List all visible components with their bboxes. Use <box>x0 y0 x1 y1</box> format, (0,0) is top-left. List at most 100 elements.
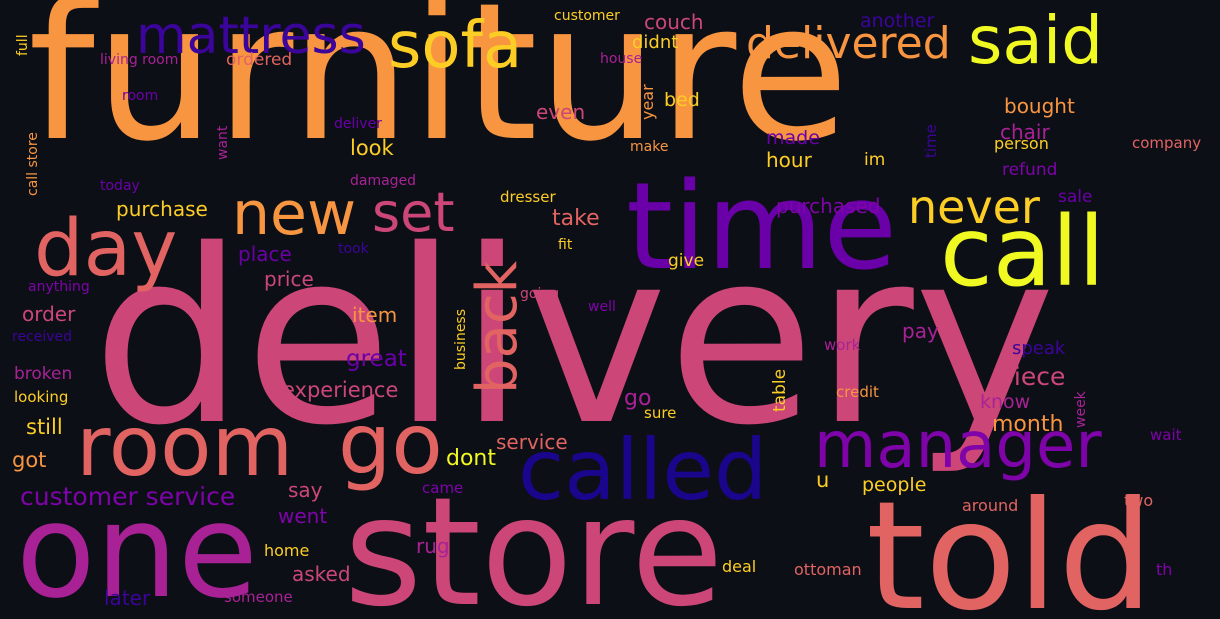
word-rug: rug <box>416 534 450 558</box>
word-wait: wait <box>1150 426 1182 444</box>
word-take: take <box>552 206 600 231</box>
word-call-store: call store <box>25 132 41 196</box>
word-went: went <box>278 504 328 528</box>
word-piece: piece <box>998 362 1066 391</box>
word-table: table <box>770 368 790 412</box>
word-deal: deal <box>722 557 757 576</box>
word-made: made <box>766 127 820 149</box>
word-going: going <box>520 286 560 302</box>
word-order: order <box>22 302 76 326</box>
word-delivered: delivered <box>746 18 951 69</box>
word-place: place <box>238 242 292 266</box>
word-room: room <box>76 397 294 495</box>
word-time: time <box>626 158 898 297</box>
word-business: business <box>453 308 469 370</box>
word-know: know <box>980 391 1031 413</box>
word-ordered: ordered <box>226 50 293 70</box>
word-two: two <box>1124 491 1154 510</box>
word-still: still <box>26 415 63 439</box>
word-month: month <box>992 412 1064 437</box>
word-deliver: deliver <box>334 116 382 132</box>
word-someone: someone <box>224 588 293 606</box>
word-received: received <box>12 329 73 345</box>
word-home: home <box>264 541 310 560</box>
word-chair: chair <box>1000 120 1050 144</box>
word-around: around <box>962 496 1019 515</box>
word-sale: sale <box>1058 187 1093 207</box>
word-u: u <box>816 468 830 492</box>
word-want: want <box>215 125 231 160</box>
word-experience: experience <box>282 378 399 402</box>
word-mattress: mattress <box>136 6 366 66</box>
word-sure: sure <box>644 404 677 422</box>
word-anything: anything <box>28 279 90 295</box>
word-delivery: delivery <box>92 198 1056 478</box>
word-day: day <box>34 204 178 294</box>
word-damaged: damaged <box>350 173 417 189</box>
word-im: im <box>864 150 886 170</box>
word-price: price <box>264 267 314 291</box>
word-ottoman: ottoman <box>794 560 862 579</box>
word-told: told <box>866 470 1154 619</box>
word-credit: credit <box>836 383 879 401</box>
word-hour: hour <box>766 148 812 172</box>
word-store: store <box>344 466 724 619</box>
word-time-small: time <box>922 124 940 158</box>
word-well: well <box>588 299 616 315</box>
word-another: another <box>860 10 935 32</box>
word-never: never <box>908 180 1040 234</box>
word-house: house <box>600 51 643 67</box>
word-speak: speak <box>1012 338 1066 359</box>
word-service: service <box>496 430 568 454</box>
word-dont: dont <box>446 446 496 471</box>
word-make: make <box>630 139 669 155</box>
word-back: back <box>465 260 530 394</box>
word-new: new <box>232 179 357 249</box>
word-room-small: room <box>122 88 159 104</box>
word-got: got <box>12 448 47 472</box>
word-living-room: living room <box>100 52 179 68</box>
word-year: year <box>638 84 657 120</box>
word-looking: looking <box>14 388 69 406</box>
word-set: set <box>372 181 455 244</box>
word-even: even <box>536 100 586 124</box>
word-bought: bought <box>1004 94 1075 118</box>
word-asked: asked <box>292 562 351 586</box>
word-purchase: purchase <box>116 197 208 221</box>
word-full: full <box>15 34 31 56</box>
word-later: later <box>104 586 151 610</box>
word-said: said <box>968 2 1104 79</box>
word-great: great <box>346 346 407 372</box>
word-person: person <box>994 134 1049 153</box>
word-look: look <box>350 136 394 160</box>
word-th: th <box>1156 560 1173 579</box>
word-go: go <box>338 395 443 493</box>
word-pay: pay <box>902 319 939 343</box>
word-came: came <box>422 479 464 497</box>
word-one: one <box>16 475 258 619</box>
word-didnt: didnt <box>632 32 679 53</box>
word-manager: manager <box>814 409 1102 483</box>
word-bed: bed <box>664 89 700 111</box>
word-work: work <box>824 336 861 354</box>
word-dresser: dresser <box>500 188 556 206</box>
word-customer-service: customer service <box>20 482 236 511</box>
word-broken: broken <box>14 364 73 384</box>
word-say: say <box>288 478 323 502</box>
word-give: give <box>668 251 705 271</box>
word-go-small: go <box>624 386 652 411</box>
word-refund: refund <box>1002 160 1058 180</box>
word-took: took <box>338 241 369 257</box>
word-couch: couch <box>644 10 704 34</box>
word-fit: fit <box>558 237 573 253</box>
word-furniture: furniture <box>28 0 850 183</box>
word-purchased: purchased <box>776 194 881 218</box>
word-sofa: sofa <box>388 9 523 83</box>
word-call: call <box>940 196 1105 308</box>
word-item: item <box>352 303 398 327</box>
word-people: people <box>862 474 927 496</box>
word-called: called <box>518 421 768 519</box>
word-today: today <box>100 178 140 194</box>
word-company: company <box>1132 134 1202 152</box>
